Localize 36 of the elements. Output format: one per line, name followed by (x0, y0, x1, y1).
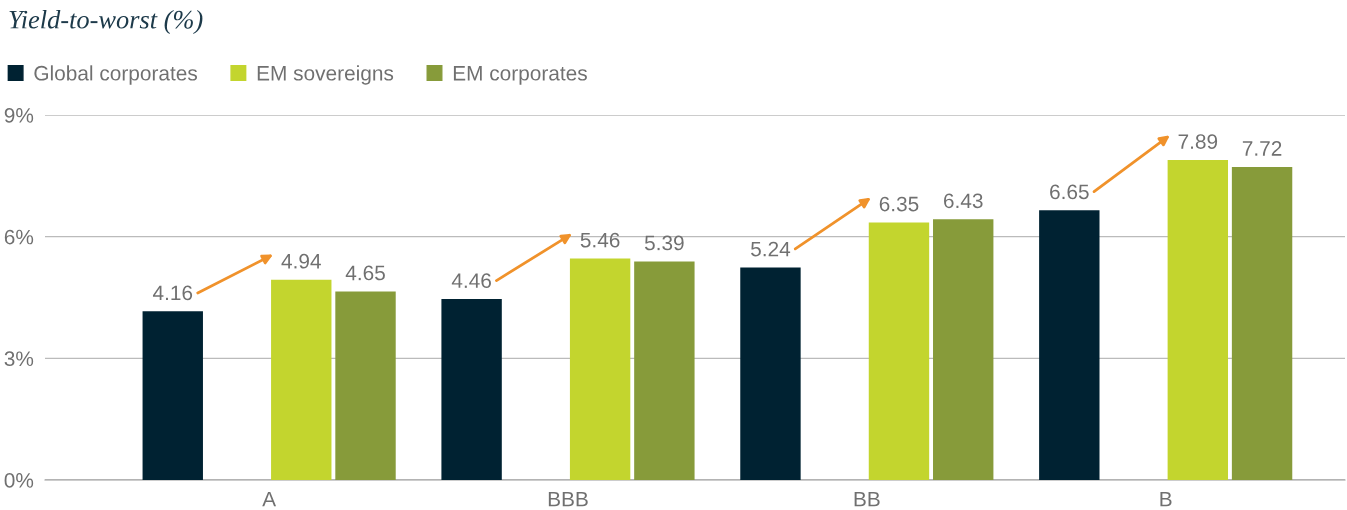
data-label: 7.89 (1178, 134, 1218, 149)
legend-label: EM sovereigns (257, 65, 394, 85)
y-tick-label: 9% (4, 108, 34, 123)
y-tick-label: 6% (4, 229, 34, 245)
bar (933, 219, 994, 480)
bar (142, 311, 203, 480)
bar (1167, 160, 1229, 480)
bar (441, 299, 502, 480)
legend-label: Global corporates (34, 65, 198, 85)
bar (634, 261, 695, 480)
x-tick-label: B (1160, 491, 1172, 507)
y-tick-label: 0% (4, 473, 34, 488)
x-tick-label: A (262, 491, 277, 507)
legend-label: EM corporates (453, 66, 587, 85)
y-tick-label: 3% (4, 351, 34, 367)
bar (1039, 210, 1100, 480)
data-label: 4.16 (152, 285, 193, 301)
x-tick-label: BB (854, 491, 880, 507)
bar (569, 258, 631, 480)
data-label: 5.24 (751, 241, 791, 257)
data-label: 4.46 (451, 273, 491, 289)
x-tick-label: BBB (548, 491, 588, 507)
bar (271, 279, 332, 480)
data-label: 6.43 (944, 193, 983, 209)
bar (740, 267, 801, 480)
bar (335, 291, 396, 480)
bar (1231, 166, 1293, 480)
chart-title: Yield-to-worst (%) (9, 10, 203, 34)
data-label: 6.35 (879, 196, 919, 212)
data-label: 5.39 (644, 235, 684, 251)
data-label: 5.46 (580, 232, 620, 248)
bar (868, 222, 930, 480)
data-label: 4.65 (345, 265, 385, 281)
data-label: 7.72 (1242, 141, 1282, 156)
data-label: 4.94 (281, 253, 321, 269)
data-label: 6.65 (1050, 184, 1089, 200)
